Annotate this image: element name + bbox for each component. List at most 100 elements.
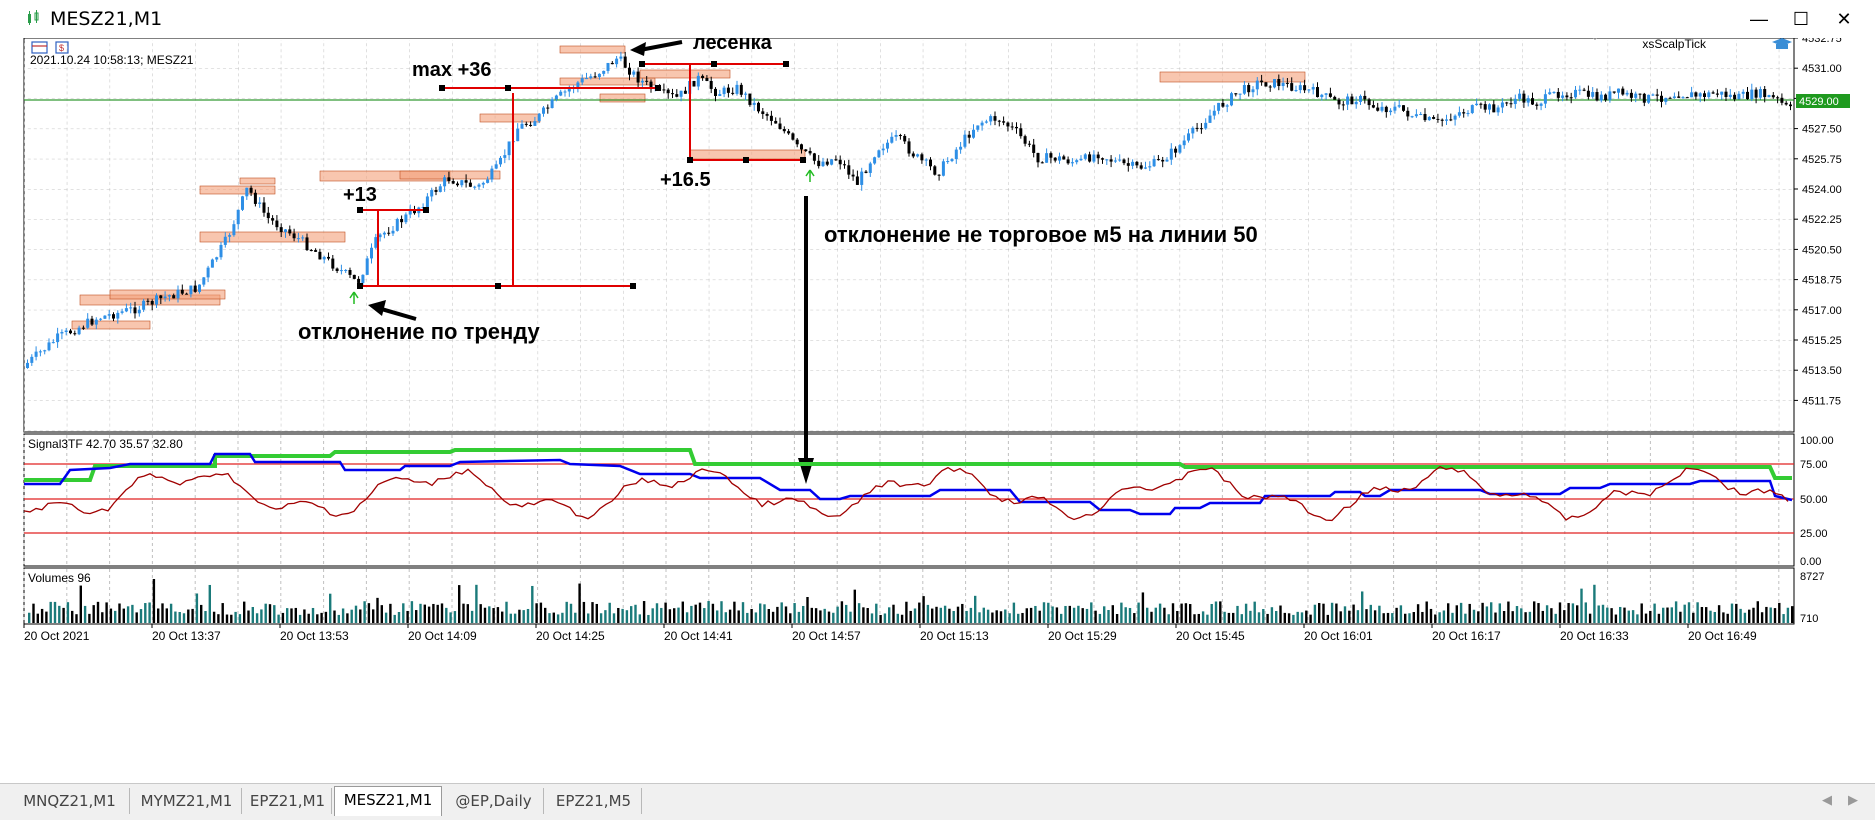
candle-body (223, 236, 227, 245)
candle-body (1672, 96, 1676, 99)
tab-4[interactable]: @EP,Daily (444, 788, 544, 814)
volume-bar (1576, 605, 1579, 623)
volume-bar (711, 603, 715, 623)
volume-bar (836, 606, 839, 623)
volume-bar (638, 614, 641, 623)
volume-bar (1545, 605, 1549, 623)
candle-body (705, 78, 709, 81)
candle-body (1195, 127, 1199, 129)
candle-body (752, 102, 756, 105)
volume-bar (350, 609, 353, 623)
volume-bar (251, 607, 254, 623)
candle-body (1311, 87, 1315, 90)
volume-bar (320, 612, 323, 623)
candle-body (886, 142, 889, 149)
volume-bar (1756, 601, 1759, 623)
volume-bar (681, 601, 684, 623)
candle-body (1703, 93, 1706, 98)
oscillator-pane[interactable] (23, 433, 1795, 567)
depth-icon[interactable] (55, 41, 69, 54)
candle-body (296, 238, 300, 240)
candle-body (877, 150, 881, 158)
candle-body (357, 278, 361, 283)
candle-body (744, 93, 748, 95)
volume-bar (1292, 614, 1295, 623)
volume-bar (212, 611, 216, 623)
volume-bar (1339, 611, 1342, 623)
volume-bar (1378, 605, 1381, 623)
candle-body (1780, 97, 1784, 103)
scroll-marker-icon[interactable] (1590, 38, 1600, 40)
volume-bar (608, 602, 611, 623)
candle-body (894, 135, 898, 137)
candle-body (1083, 154, 1087, 159)
volume-bar (943, 605, 947, 623)
candle-body (671, 93, 674, 95)
volume-pane[interactable] (23, 567, 1795, 625)
tab-5[interactable]: EPZ21,M5 (546, 788, 642, 814)
tab-3[interactable]: MESZ21,M1 (334, 786, 442, 816)
volume-bar (475, 584, 478, 623)
candle-body (378, 234, 382, 238)
minimize-button[interactable]: — (1750, 9, 1768, 29)
volume-bar (1619, 606, 1622, 623)
annotation-trend-deviation: отклонение по тренду (298, 319, 541, 344)
trade-panel-icon[interactable] (31, 41, 48, 54)
tab-1[interactable]: MYMZ21,M1 (132, 788, 242, 814)
candle-body (946, 161, 950, 163)
chart-area[interactable]: $ 2021.10.24 10:58:13; MESZ21 xsScalpTic… (0, 38, 1875, 783)
volume-bar (1279, 605, 1282, 623)
candle-body (129, 307, 133, 309)
candle-body (142, 300, 146, 310)
volume-bar (182, 613, 186, 623)
volume-bar (754, 612, 758, 623)
candle-body (1053, 157, 1057, 161)
volume-bar (1064, 605, 1067, 623)
volume-bar (741, 602, 745, 623)
candle-body (1221, 102, 1225, 107)
volume-bar (152, 579, 156, 623)
volume-bar (1365, 609, 1368, 623)
volume-bar (1679, 611, 1682, 623)
volume-bar (1399, 605, 1403, 623)
candle-body (236, 209, 240, 225)
candle-body (559, 91, 563, 96)
volume-bar (1782, 614, 1785, 623)
volume-bar (1468, 603, 1471, 623)
candle-body (1582, 89, 1586, 91)
candle-body (1655, 94, 1659, 96)
candle-body (782, 128, 786, 132)
candle-body (1380, 106, 1384, 111)
volume-bar (1550, 608, 1553, 623)
volume-bar (1606, 607, 1609, 623)
volume-bar (982, 607, 985, 623)
volume-bar (268, 604, 272, 623)
volume-bar (157, 608, 160, 623)
close-button[interactable]: ✕ (1836, 9, 1852, 29)
tab-0[interactable]: MNQZ21,M1 (10, 788, 130, 814)
candle-body (1496, 107, 1500, 113)
candle-body (73, 333, 77, 335)
candle-body (167, 295, 171, 297)
volume-bar (660, 607, 663, 623)
volume-bar (1240, 614, 1243, 623)
volume-bar (1025, 608, 1028, 623)
candle-body (339, 270, 343, 272)
candle-body (1531, 98, 1534, 105)
volume-bar (58, 605, 61, 623)
volume-bar (1103, 606, 1106, 623)
time-tick-label: 20 Oct 14:41 (664, 629, 733, 643)
maximize-button[interactable]: ☐ (1792, 9, 1810, 29)
candle-body (800, 144, 803, 150)
volume-bar (1223, 611, 1226, 623)
candle-body (748, 93, 752, 105)
candle-body (451, 181, 455, 184)
tab-2[interactable]: EPZ21,M1 (244, 788, 332, 814)
candle-body (1522, 93, 1526, 103)
volume-bar (1369, 604, 1372, 623)
candle-body (279, 227, 283, 233)
volume-bar (161, 603, 164, 623)
tab-scroll-left-icon[interactable]: ◀ (1822, 792, 1832, 807)
tab-scroll-right-icon[interactable]: ▶ (1848, 792, 1858, 807)
ma-blue-line (24, 452, 1793, 516)
